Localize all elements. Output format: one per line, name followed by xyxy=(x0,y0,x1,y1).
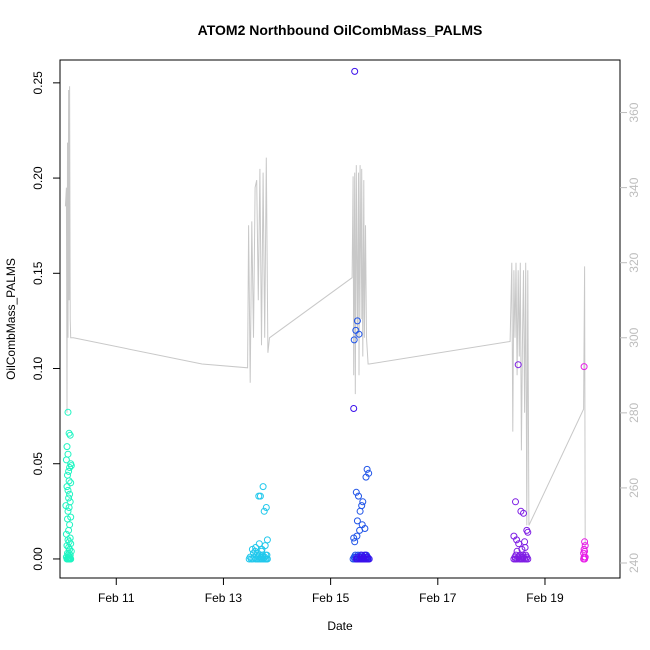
data-point xyxy=(521,538,529,546)
data-point xyxy=(358,502,366,510)
data-point xyxy=(359,498,367,506)
points-layer xyxy=(62,67,589,563)
x-axis: Feb 11 Feb 13 Feb 15 Feb 17 Feb 19 xyxy=(98,578,564,605)
data-point xyxy=(350,336,358,344)
y-tick-label: 0.00 xyxy=(31,547,45,571)
data-point xyxy=(63,443,71,451)
data-point xyxy=(252,544,260,551)
data-point xyxy=(350,534,358,542)
data-point xyxy=(66,431,74,439)
series-0 xyxy=(62,408,75,563)
data-point xyxy=(263,551,271,559)
data-point xyxy=(512,551,520,559)
y-axis-label: OilCombMass_PALMS xyxy=(4,258,18,380)
x-tick-label: Feb 17 xyxy=(419,591,457,605)
data-point xyxy=(64,555,71,563)
data-point xyxy=(64,507,72,515)
data-point xyxy=(256,492,264,500)
data-point xyxy=(513,547,521,555)
x-axis-label: Date xyxy=(327,619,353,633)
data-point xyxy=(514,361,522,369)
data-point xyxy=(66,490,74,498)
data-point xyxy=(263,536,271,544)
data-point xyxy=(65,494,73,502)
data-point xyxy=(355,492,362,500)
data-point xyxy=(67,462,75,470)
secondary-line-layer xyxy=(64,86,586,549)
data-point xyxy=(261,542,269,550)
data-point xyxy=(512,498,519,506)
chart-title: ATOM2 Northbound OilCombMass_PALMS xyxy=(198,22,483,38)
data-point xyxy=(524,528,532,536)
data-point xyxy=(62,456,70,464)
x-tick-label: Feb 19 xyxy=(526,591,564,605)
data-point xyxy=(259,483,267,491)
data-point xyxy=(353,517,361,525)
x-tick-label: Feb 13 xyxy=(205,591,243,605)
data-point xyxy=(580,545,588,553)
y2-tick-label: 360 xyxy=(627,102,641,122)
data-point xyxy=(360,553,368,561)
data-point xyxy=(520,509,527,517)
y-tick-label: 0.10 xyxy=(31,357,45,381)
data-point xyxy=(65,467,73,475)
data-point xyxy=(65,526,73,534)
data-point xyxy=(363,465,371,473)
data-point xyxy=(66,464,74,471)
data-point xyxy=(255,540,263,548)
data-point xyxy=(580,363,588,371)
data-point xyxy=(581,542,589,550)
series-3 xyxy=(350,67,373,563)
data-point xyxy=(67,479,75,487)
y2-tick-label: 300 xyxy=(627,327,641,347)
y-axis: 0.00 0.05 0.10 0.15 0.20 0.25 xyxy=(31,71,60,571)
data-point xyxy=(64,450,72,458)
data-point xyxy=(350,405,358,412)
y-tick-label: 0.15 xyxy=(31,261,45,285)
data-point xyxy=(361,525,369,532)
data-point xyxy=(356,507,364,515)
secondary-line xyxy=(64,86,586,549)
data-point xyxy=(262,504,270,511)
data-point xyxy=(65,504,73,511)
y2-tick-label: 240 xyxy=(627,553,641,573)
x-tick-label: Feb 15 xyxy=(312,591,350,605)
data-point xyxy=(65,477,73,485)
data-point xyxy=(358,551,366,559)
data-point xyxy=(64,486,72,494)
data-point xyxy=(513,536,521,544)
data-point xyxy=(64,408,72,416)
data-point xyxy=(351,538,359,546)
y2-tick-label: 260 xyxy=(627,478,641,498)
data-point xyxy=(66,555,74,563)
data-point xyxy=(353,317,361,325)
y-tick-label: 0.05 xyxy=(31,452,45,476)
data-point xyxy=(355,330,363,338)
series-5 xyxy=(580,363,589,563)
x-tick-label: Feb 11 xyxy=(98,591,135,605)
y2-tick-label: 340 xyxy=(627,177,641,197)
data-point xyxy=(362,473,370,481)
series-4 xyxy=(510,361,532,563)
y-tick-label: 0.25 xyxy=(31,71,45,95)
y2-tick-label: 280 xyxy=(627,403,641,423)
data-point xyxy=(581,538,589,546)
data-point xyxy=(66,521,74,529)
series-1 xyxy=(245,483,271,563)
data-point xyxy=(260,507,268,515)
data-point xyxy=(64,471,71,479)
plot-frame xyxy=(59,59,621,579)
y2-tick-label: 320 xyxy=(627,252,641,272)
y-tick-label: 0.20 xyxy=(31,166,45,190)
data-point xyxy=(352,488,360,496)
data-point xyxy=(251,547,259,555)
secondary-y-axis: 240 260 280 300 320 340 360 xyxy=(620,102,641,573)
data-point xyxy=(362,551,369,559)
data-point xyxy=(63,483,71,491)
data-point xyxy=(351,67,359,75)
data-point xyxy=(522,551,530,559)
